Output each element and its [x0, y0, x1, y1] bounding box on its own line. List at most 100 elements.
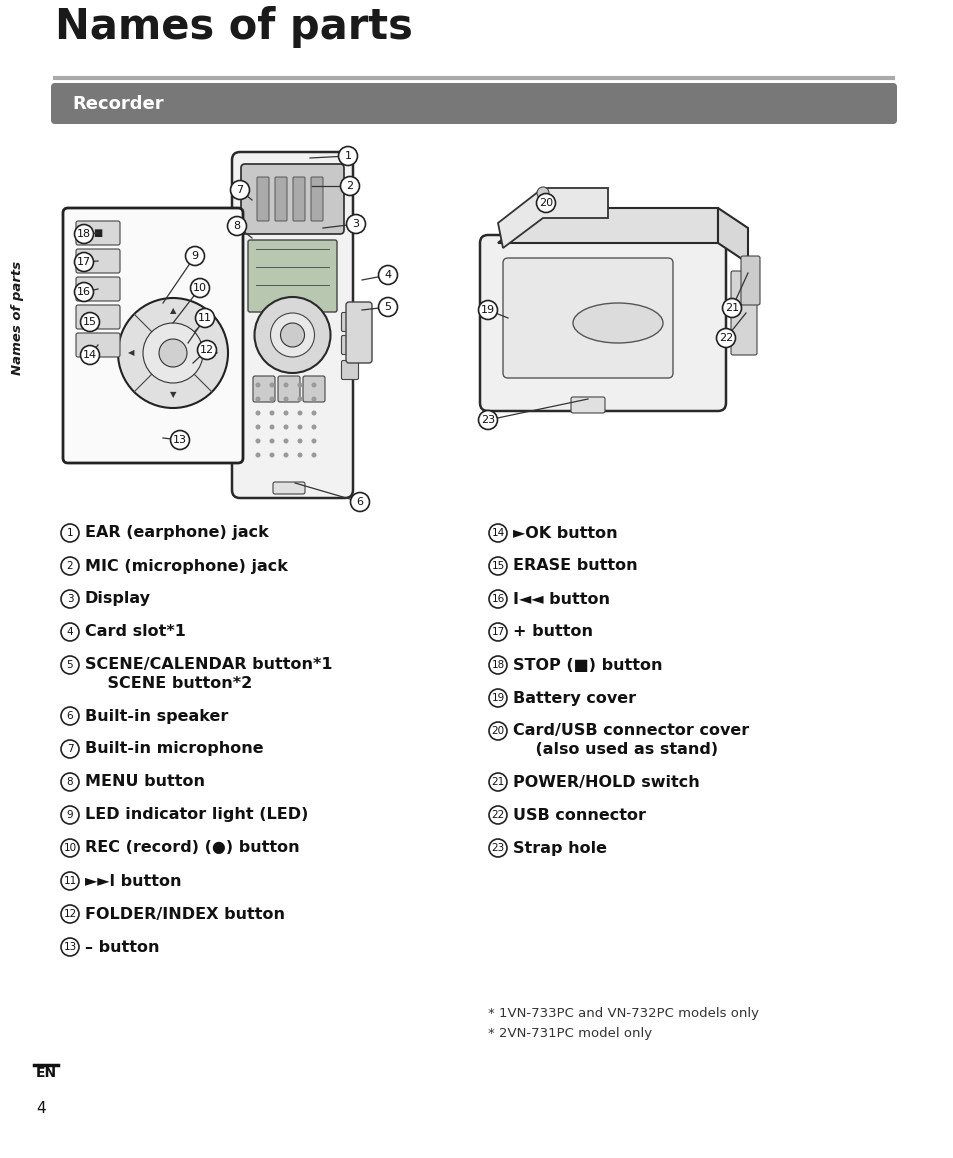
Circle shape: [269, 439, 274, 444]
FancyBboxPatch shape: [274, 177, 287, 221]
Circle shape: [297, 396, 302, 402]
Circle shape: [280, 323, 304, 347]
Circle shape: [312, 425, 316, 430]
Text: Card slot*1: Card slot*1: [85, 624, 186, 639]
Text: 16: 16: [77, 287, 91, 296]
Circle shape: [61, 906, 79, 923]
FancyBboxPatch shape: [341, 336, 358, 354]
Circle shape: [378, 298, 397, 316]
Circle shape: [61, 623, 79, 642]
FancyBboxPatch shape: [248, 240, 336, 312]
Text: ►►l button: ►►l button: [85, 873, 181, 888]
Circle shape: [478, 410, 497, 430]
Circle shape: [61, 774, 79, 791]
Circle shape: [255, 410, 260, 416]
Circle shape: [338, 147, 357, 166]
Circle shape: [143, 323, 203, 383]
Circle shape: [489, 806, 506, 824]
Circle shape: [716, 329, 735, 347]
Circle shape: [489, 525, 506, 542]
Circle shape: [346, 214, 365, 234]
Text: Built-in speaker: Built-in speaker: [85, 709, 228, 724]
FancyBboxPatch shape: [346, 302, 372, 362]
Text: ▼: ▼: [170, 390, 176, 400]
Text: 13: 13: [63, 941, 76, 952]
Circle shape: [269, 410, 274, 416]
Text: 4: 4: [36, 1101, 46, 1116]
Circle shape: [269, 425, 274, 430]
Circle shape: [378, 265, 397, 285]
Text: EN: EN: [36, 1067, 57, 1080]
Text: STOP (■) button: STOP (■) button: [513, 658, 661, 673]
Ellipse shape: [573, 303, 662, 343]
Text: 1: 1: [344, 151, 351, 161]
Text: LED indicator light (LED): LED indicator light (LED): [85, 807, 308, 822]
Circle shape: [61, 708, 79, 725]
FancyBboxPatch shape: [571, 397, 604, 413]
Text: MIC (microphone) jack: MIC (microphone) jack: [85, 558, 288, 573]
Circle shape: [61, 938, 79, 957]
Text: 6: 6: [356, 497, 363, 507]
FancyBboxPatch shape: [479, 235, 725, 411]
Text: Display: Display: [85, 592, 151, 607]
Circle shape: [269, 453, 274, 457]
FancyBboxPatch shape: [311, 177, 323, 221]
Circle shape: [61, 740, 79, 758]
FancyBboxPatch shape: [341, 313, 358, 331]
Text: 21: 21: [724, 303, 739, 313]
Text: Card/USB connector cover: Card/USB connector cover: [513, 724, 748, 739]
Text: 12: 12: [63, 909, 76, 919]
Text: 10: 10: [63, 843, 76, 853]
Text: * 2VN-731PC model only: * 2VN-731PC model only: [488, 1027, 652, 1040]
FancyBboxPatch shape: [241, 164, 344, 234]
Text: (also used as stand): (also used as stand): [513, 741, 718, 756]
Circle shape: [255, 439, 260, 444]
Text: I◄◄ button: I◄◄ button: [513, 592, 609, 607]
Text: 8: 8: [67, 777, 73, 787]
FancyBboxPatch shape: [303, 376, 325, 402]
Polygon shape: [718, 208, 747, 263]
Circle shape: [61, 806, 79, 824]
FancyBboxPatch shape: [76, 277, 120, 301]
Circle shape: [312, 439, 316, 444]
Text: + button: + button: [513, 624, 593, 639]
Circle shape: [283, 382, 288, 388]
Text: Recorder: Recorder: [71, 95, 164, 113]
Circle shape: [227, 217, 246, 235]
FancyBboxPatch shape: [76, 221, 120, 245]
Circle shape: [61, 840, 79, 857]
Circle shape: [271, 313, 314, 357]
Text: Built-in microphone: Built-in microphone: [85, 741, 263, 756]
Circle shape: [118, 298, 228, 408]
FancyBboxPatch shape: [253, 376, 274, 402]
Text: Strap hole: Strap hole: [513, 841, 606, 856]
Text: 2: 2: [346, 181, 354, 191]
Circle shape: [61, 655, 79, 674]
Circle shape: [283, 439, 288, 444]
Text: 4: 4: [67, 626, 73, 637]
Text: Names of parts: Names of parts: [55, 6, 413, 47]
Text: 15: 15: [491, 560, 504, 571]
Text: 16: 16: [491, 594, 504, 604]
Circle shape: [489, 589, 506, 608]
Circle shape: [61, 557, 79, 576]
Text: 9: 9: [192, 251, 198, 261]
FancyBboxPatch shape: [63, 208, 243, 463]
Circle shape: [721, 299, 740, 317]
Text: 5: 5: [384, 302, 391, 312]
Circle shape: [191, 279, 210, 298]
Circle shape: [61, 525, 79, 542]
Text: 5: 5: [67, 660, 73, 670]
Circle shape: [74, 252, 93, 271]
Circle shape: [255, 396, 260, 402]
FancyBboxPatch shape: [76, 334, 120, 357]
Text: USB connector: USB connector: [513, 807, 645, 822]
Circle shape: [254, 296, 330, 373]
Circle shape: [489, 557, 506, 576]
Text: 8: 8: [233, 221, 240, 230]
Text: Names of parts: Names of parts: [11, 261, 25, 375]
Circle shape: [255, 382, 260, 388]
Circle shape: [61, 872, 79, 891]
Text: MENU button: MENU button: [85, 775, 205, 790]
Text: ◀: ◀: [128, 349, 134, 358]
